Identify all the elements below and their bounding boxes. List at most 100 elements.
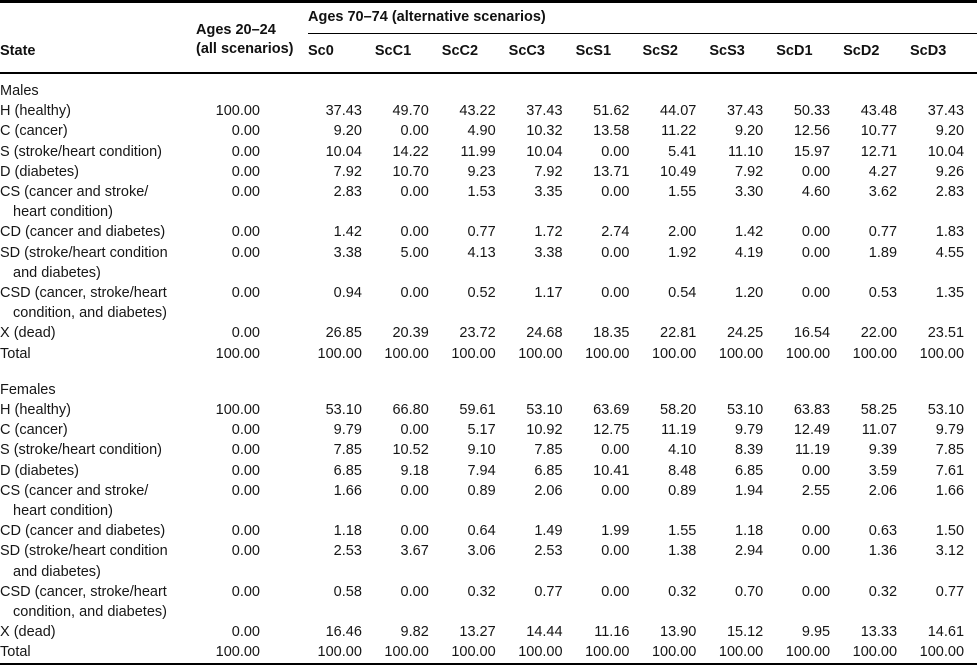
cell-scd3: 100.00 [919,345,965,362]
cell-scs1: 2.74 [601,224,630,241]
cell-scc3: 6.85 [534,462,563,479]
cell-scd2: 100.00 [852,644,898,661]
cell-scd1: 0.00 [801,163,831,180]
state-label-line: and diabetes) [13,563,101,580]
cell-scs3: 8.39 [735,442,764,459]
cell-scd2: 0.53 [868,285,898,302]
cell-scs3: 6.85 [735,462,764,479]
cell-scc2: 0.32 [467,583,496,600]
cell-scs2: 13.90 [660,624,697,641]
cell-scs2: 11.19 [661,422,697,439]
state-label-line: CD (cancer and diabetes) [0,224,166,241]
header-row-spanner: State Ages 20–24 (all scenarios) Ages 70… [0,1,977,74]
cell-scs2: 100.00 [651,345,697,362]
state-label: H (healthy) [0,101,196,121]
cell-scs2: 58.20 [660,402,697,419]
cell-scc3: 100.00 [518,345,563,362]
cell-scd3: 3.12 [935,543,965,560]
cell-sc0: 0.58 [333,583,362,600]
state-label-line: D (diabetes) [0,462,79,479]
cell-sc0: 0.94 [333,285,362,302]
state-label-line: heart condition) [13,204,113,221]
col-header-scc2: ScC2 [441,33,509,74]
cell-scc1: 0.00 [400,422,429,439]
cell-scd1: 100.00 [785,644,831,661]
cell-scs1: 10.41 [593,462,630,479]
state-label-line: D (diabetes) [0,163,79,180]
cell-scs3: 37.43 [726,103,764,120]
state-label-line: C (cancer) [0,123,68,140]
cell-sc0: 100.00 [317,345,362,362]
cell-scc1: 14.22 [392,143,429,160]
cell-sc0: 1.42 [333,224,362,241]
cell-scc1: 10.52 [392,442,429,459]
cell-scd1: 15.97 [793,143,831,160]
cell-scs1: 12.75 [593,422,630,439]
cell-scs2: 2.00 [668,224,697,241]
cell-scs2: 1.92 [668,244,697,261]
cell-scs3: 7.92 [735,163,764,180]
cell-all-scenarios: 0.00 [231,224,260,241]
cell-all-scenarios: 0.00 [231,285,260,302]
state-label-line: H (healthy) [0,402,71,419]
cell-scd3: 4.55 [935,244,965,261]
cell-scs3: 11.10 [728,143,764,160]
cell-scs2: 22.81 [660,325,697,342]
cell-scs1: 0.00 [601,543,630,560]
state-label-line: X (dead) [0,624,56,641]
state-label: CS (cancer and stroke/heart condition) [0,182,196,222]
cell-all-scenarios: 0.00 [231,462,260,479]
cell-scs3: 100.00 [718,345,764,362]
state-label: SD (stroke/heart condition and diabetes) [0,243,196,283]
cell-scs1: 11.16 [594,624,630,641]
cell-scd2: 13.33 [860,624,898,641]
cell-scs3: 100.00 [718,644,764,661]
cell-scs3: 3.30 [735,184,764,201]
cell-scd3: 7.85 [935,442,965,459]
state-label-line: heart condition) [13,503,113,520]
state-label: C (cancer) [0,121,196,141]
state-label: Total [0,344,196,364]
state-label-line: condition, and diabetes) [13,604,167,621]
cell-scs1: 0.00 [601,583,630,600]
table-row: CSD (cancer, stroke/heart condition, and … [0,582,977,622]
cell-all-scenarios: 0.00 [231,184,260,201]
cell-scs2: 5.41 [668,143,697,160]
cell-scs1: 13.58 [593,123,630,140]
cell-scc1: 0.00 [400,285,429,302]
cell-all-scenarios: 0.00 [231,163,260,180]
cell-scd1: 0.00 [801,244,831,261]
cell-scc3: 37.43 [526,103,563,120]
cell-scc1: 5.00 [400,244,429,261]
cell-scc2: 1.53 [467,184,496,201]
cell-sc0: 7.85 [333,442,362,459]
cell-sc0: 26.85 [325,325,362,342]
cell-scd3: 1.83 [935,224,965,241]
cell-scd1: 4.60 [801,184,831,201]
col-header-scc1: ScC1 [374,33,442,74]
cell-scc2: 13.27 [459,624,496,641]
cell-scs1: 0.00 [601,143,630,160]
cell-scc3: 10.32 [526,123,563,140]
cell-scc3: 3.38 [534,244,563,261]
cell-sc0: 9.20 [333,123,362,140]
cell-scs2: 0.32 [668,583,697,600]
col-group-header-ages-70-74: Ages 70–74 (alternative scenarios) [308,1,977,34]
cell-scc2: 7.94 [467,462,496,479]
col-header-ages-20-24-line1: Ages 20–24 [196,22,276,38]
cell-scd2: 11.07 [861,422,898,439]
cell-scc2: 5.17 [467,422,496,439]
section-row: Males [0,73,977,101]
cell-all-scenarios: 100.00 [215,345,260,362]
cell-scc2: 0.77 [467,224,496,241]
cell-scd1: 16.54 [793,325,831,342]
cell-scc1: 0.00 [400,224,429,241]
cell-scc3: 10.92 [526,422,563,439]
col-header-scc3: ScC3 [508,33,576,74]
cell-scc2: 9.23 [467,163,496,180]
cell-scs2: 8.48 [668,462,697,479]
cell-all-scenarios: 0.00 [231,244,260,261]
col-header-scs3: ScS3 [709,33,777,74]
state-label-line: X (dead) [0,325,56,342]
table-row: S (stroke/heart condition) 0.00 10.04 14.22… [0,142,977,162]
